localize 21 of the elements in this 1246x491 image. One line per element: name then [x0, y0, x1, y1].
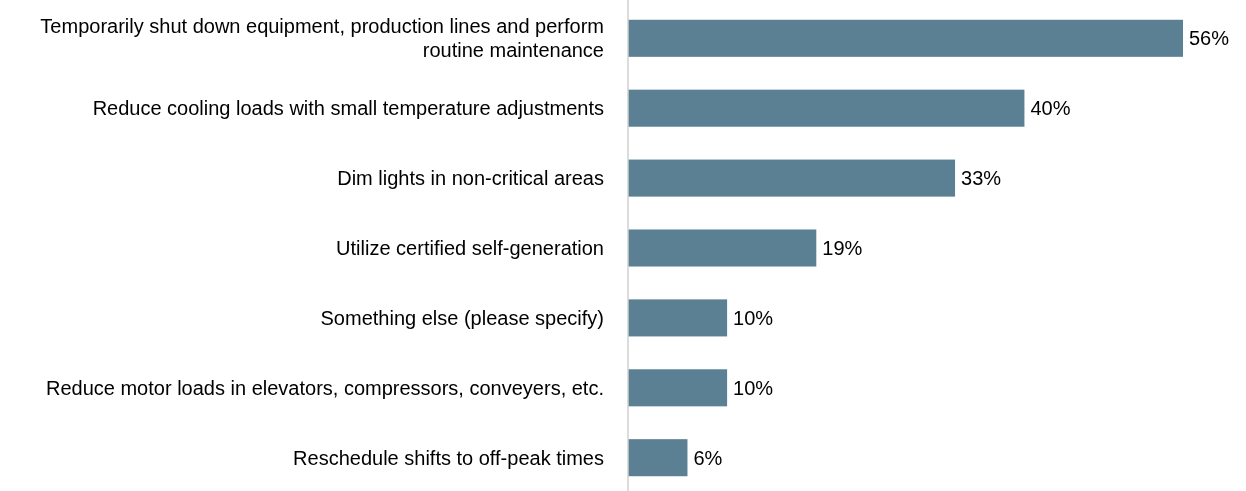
y-tick-label: Temporarily shut down equipment, production lines and perform routine maintenance: [40, 15, 604, 62]
data-label: 6%: [693, 446, 723, 469]
y-tick-label: Utilize certified self-generation: [336, 237, 604, 259]
data-label: 10%: [733, 376, 774, 399]
bar: [628, 89, 1025, 127]
bar: [628, 439, 688, 477]
y-tick-label: Dim lights in non-critical areas: [337, 167, 604, 190]
data-label: 19%: [822, 237, 863, 259]
data-label: 10%: [733, 306, 774, 329]
data-label: 56%: [1189, 27, 1230, 50]
bar: [628, 369, 728, 407]
y-tick-label: Reduce cooling loads with small temperature adjustments: [92, 97, 604, 120]
bar: [628, 19, 1183, 57]
data-label: 33%: [961, 167, 1002, 190]
bar: [628, 299, 728, 337]
y-tick-label: Something else (please specify): [320, 306, 604, 329]
y-tick-label: Reduce motor loads in elevators, compressors, conveyers, etc.: [45, 376, 604, 399]
data-label: 40%: [1030, 97, 1071, 120]
bar: [628, 159, 956, 197]
bar: [628, 229, 817, 267]
y-tick-label: Reschedule shifts to off-peak times: [293, 446, 604, 469]
